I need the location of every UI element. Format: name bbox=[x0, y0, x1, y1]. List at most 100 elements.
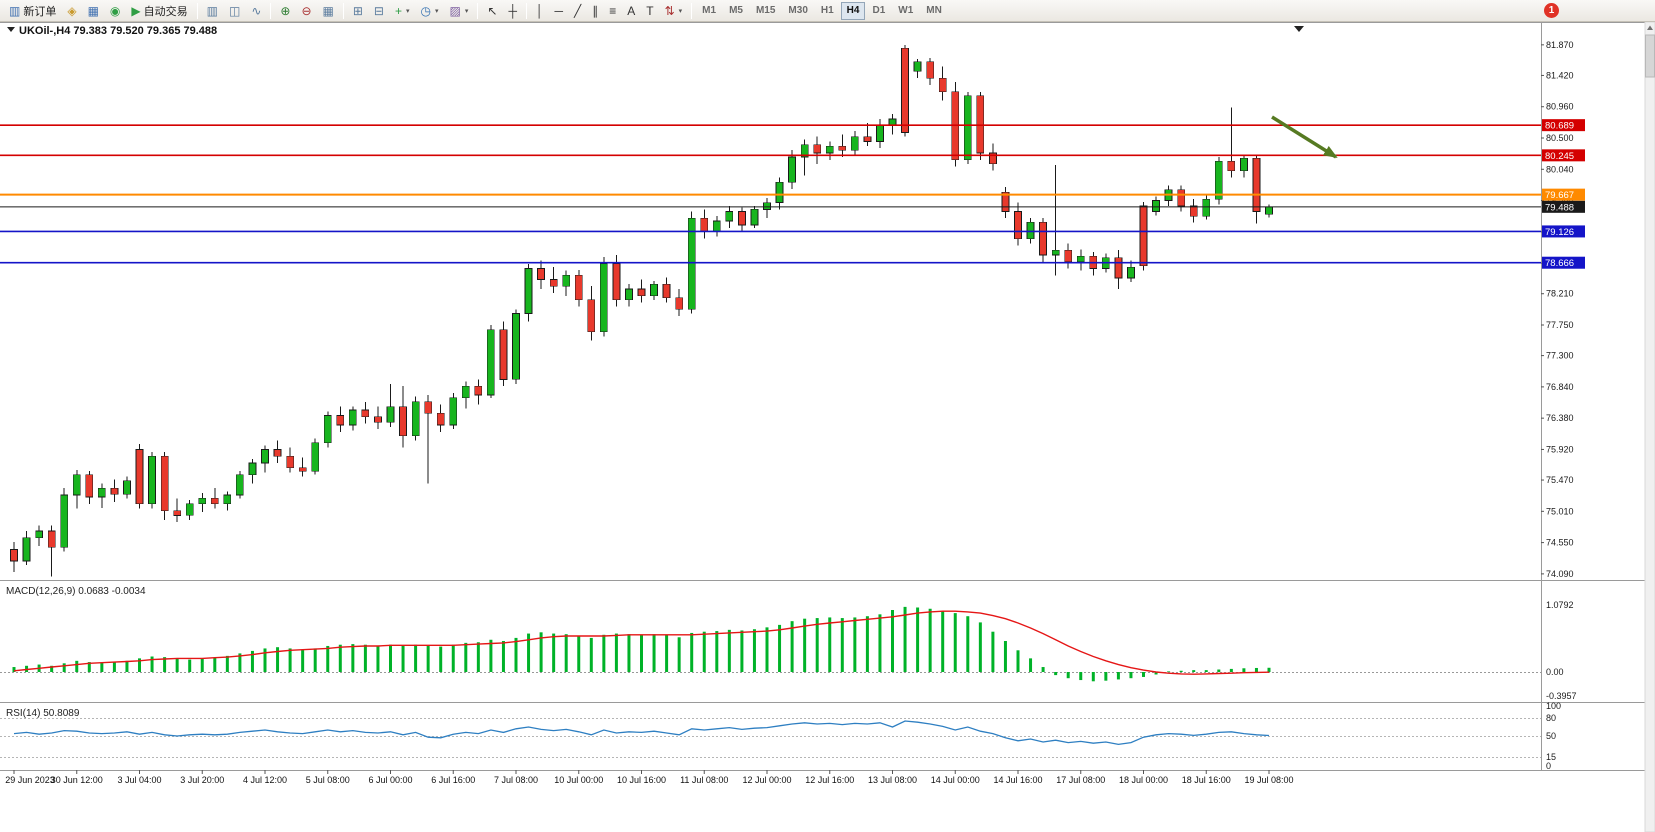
indicators-dropdown-icon[interactable]: ▾ bbox=[406, 7, 410, 15]
timeframe-h1-button[interactable]: H1 bbox=[820, 5, 834, 16]
toolbar-separator bbox=[196, 2, 198, 19]
cursor-button[interactable]: ↖ bbox=[482, 2, 502, 20]
svg-text:6 Jul 00:00: 6 Jul 00:00 bbox=[368, 775, 412, 785]
timeframe-m1-button[interactable]: M1 bbox=[702, 5, 717, 16]
toolbar: ▥ 新订单 ◈ ▦ ◉ ▶ 自动交易 ▥ ◫ ∿ ⊕ ⊖ ▦ ⊞ ⊟ + ▾ ◷ ▾ ▨ ▾ ↖ ┼ │ ─ ╱ ∥ ≡ A T ⇅ ▾ M1 M… bbox=[0, 0, 1655, 22]
svg-text:75.010: 75.010 bbox=[1546, 506, 1574, 516]
zoom-out-button[interactable]: ⊖ bbox=[296, 2, 316, 20]
svg-text:18 Jul 16:00: 18 Jul 16:00 bbox=[1182, 775, 1231, 785]
timeframe-m5-button[interactable]: M5 bbox=[729, 5, 743, 16]
templates-dropdown-icon[interactable]: ▾ bbox=[464, 7, 469, 15]
chart-title-arrow-icon bbox=[7, 27, 15, 32]
text-tool-icon: A bbox=[627, 3, 636, 18]
periods-icon: ◷ bbox=[420, 3, 431, 18]
zoom-in-button[interactable]: ⊕ bbox=[275, 2, 295, 20]
svg-text:0.00: 0.00 bbox=[1546, 667, 1564, 677]
toolbar-separator bbox=[342, 2, 344, 19]
text-tool-button[interactable]: A bbox=[622, 2, 640, 20]
svg-text:80.500: 80.500 bbox=[1546, 133, 1574, 143]
scrollbar[interactable] bbox=[1644, 21, 1655, 832]
scrollbar-track[interactable] bbox=[1644, 21, 1655, 832]
price-tag-79.126 bbox=[1542, 225, 1585, 238]
equidistant-channel-button[interactable]: ∥ bbox=[587, 2, 603, 20]
arrows-tool-button[interactable]: ⇅ ▾ bbox=[660, 2, 688, 20]
svg-text:75.920: 75.920 bbox=[1546, 444, 1574, 454]
market-watch-button[interactable]: ▦ bbox=[83, 2, 104, 20]
zoom-out-icon: ⊖ bbox=[301, 3, 312, 18]
svg-text:80: 80 bbox=[1546, 713, 1556, 723]
navigator-icon: ◉ bbox=[109, 3, 121, 18]
svg-text:29 Jun 2023: 29 Jun 2023 bbox=[5, 775, 55, 785]
svg-text:80.245: 80.245 bbox=[1545, 151, 1574, 162]
new-order-button[interactable]: ▥ 新订单 bbox=[4, 2, 61, 20]
timeframe-m30-button[interactable]: M30 bbox=[788, 5, 808, 16]
auto-trading-button[interactable]: ▶ 自动交易 bbox=[126, 2, 192, 20]
chart-line-button[interactable]: ∿ bbox=[246, 2, 266, 20]
rsi-label: RSI(14) 50.8089 bbox=[6, 708, 80, 719]
macd-panel: MACD(12,26,9) 0.0683 -0.0034 1.0792 0.00 -0… bbox=[0, 586, 1577, 701]
svg-text:74.550: 74.550 bbox=[1546, 538, 1574, 548]
indicators-button[interactable]: + ▾ bbox=[390, 2, 415, 20]
label-tool-icon: T bbox=[646, 3, 654, 18]
timeframe-w1-button[interactable]: W1 bbox=[898, 5, 914, 16]
timeframe-m15-button[interactable]: M15 bbox=[755, 5, 776, 16]
chart-candles-button[interactable]: ◫ bbox=[224, 2, 245, 20]
notification-badge[interactable]: 1 bbox=[1544, 3, 1559, 18]
svg-text:3 Jul 04:00: 3 Jul 04:00 bbox=[117, 775, 161, 785]
svg-text:30 Jun 12:00: 30 Jun 12:00 bbox=[51, 775, 103, 785]
horizontal-line-button[interactable]: ─ bbox=[549, 2, 568, 20]
cascade-windows-button[interactable]: ⊞ bbox=[348, 2, 368, 20]
label-tool-button[interactable]: T bbox=[641, 2, 658, 20]
trendline-icon: ╱ bbox=[573, 3, 582, 18]
templates-button[interactable]: ▨ ▾ bbox=[445, 2, 474, 20]
svg-text:78.666: 78.666 bbox=[1545, 258, 1574, 269]
svg-text:14 Jul 00:00: 14 Jul 00:00 bbox=[931, 775, 980, 785]
svg-text:11 Jul 08:00: 11 Jul 08:00 bbox=[680, 775, 728, 785]
scrollbar-up-icon[interactable] bbox=[1647, 25, 1653, 31]
svg-text:75.470: 75.470 bbox=[1546, 475, 1574, 485]
tile-windows-button[interactable]: ▦ bbox=[318, 2, 339, 20]
arrange-windows-button[interactable]: ⊟ bbox=[369, 2, 389, 20]
svg-text:13 Jul 08:00: 13 Jul 08:00 bbox=[868, 775, 917, 785]
periods-button[interactable]: ◷ ▾ bbox=[416, 2, 444, 20]
chart-canvas[interactable]: 81.87081.42080.96080.50080.04079.58079.1… bbox=[0, 21, 1655, 832]
trendline-button[interactable]: ╱ bbox=[569, 2, 586, 20]
vertical-line-button[interactable]: │ bbox=[531, 2, 549, 20]
indicators-icon: + bbox=[394, 3, 402, 18]
svg-text:81.870: 81.870 bbox=[1546, 40, 1574, 50]
timeframe-mn-button[interactable]: MN bbox=[926, 5, 942, 16]
svg-text:19 Jul 08:00: 19 Jul 08:00 bbox=[1244, 775, 1293, 785]
tile-windows-icon: ▦ bbox=[322, 3, 334, 18]
chart-dropdown-icon[interactable] bbox=[1294, 26, 1304, 32]
svg-text:5 Jul 08:00: 5 Jul 08:00 bbox=[306, 775, 350, 785]
chart-window[interactable]: 81.87081.42080.96080.50080.04079.58079.1… bbox=[0, 21, 1655, 832]
svg-text:4 Jul 12:00: 4 Jul 12:00 bbox=[243, 775, 287, 785]
arrows-tool-dropdown-icon[interactable]: ▾ bbox=[678, 7, 683, 15]
fibonacci-button[interactable]: ≡ bbox=[604, 2, 621, 20]
price-tag-79.667 bbox=[1542, 188, 1585, 201]
chart-bars-button[interactable]: ▥ bbox=[202, 2, 223, 20]
scrollbar-thumb[interactable] bbox=[1645, 34, 1655, 78]
svg-text:77.300: 77.300 bbox=[1546, 351, 1574, 361]
timeframe-h4-button[interactable]: H4 bbox=[840, 1, 866, 20]
periods-dropdown-icon[interactable]: ▾ bbox=[435, 7, 439, 15]
candles-layer bbox=[10, 44, 1273, 577]
navigator-button[interactable]: ◉ bbox=[105, 2, 125, 20]
crosshair-icon: ┼ bbox=[508, 3, 517, 18]
chart-title: UKOil-,H4 79.383 79.520 79.365 79.488 bbox=[7, 25, 217, 37]
crosshair-button[interactable]: ┼ bbox=[503, 2, 522, 20]
chart-line-icon: ∿ bbox=[251, 3, 262, 18]
price-tag-80.689 bbox=[1542, 119, 1585, 132]
trend-arrow[interactable] bbox=[1271, 115, 1338, 159]
timeframe-d1-button[interactable]: D1 bbox=[872, 5, 886, 16]
svg-text:14 Jul 16:00: 14 Jul 16:00 bbox=[993, 775, 1042, 785]
chart-bars-icon: ▥ bbox=[206, 3, 218, 18]
auto-trading-icon: ▶ bbox=[131, 3, 141, 18]
panel-separators bbox=[0, 22, 1655, 771]
svg-text:79.126: 79.126 bbox=[1545, 227, 1574, 238]
profiles-button[interactable]: ◈ bbox=[62, 2, 81, 20]
svg-text:81.420: 81.420 bbox=[1546, 70, 1574, 80]
svg-text:12 Jul 00:00: 12 Jul 00:00 bbox=[742, 775, 791, 785]
